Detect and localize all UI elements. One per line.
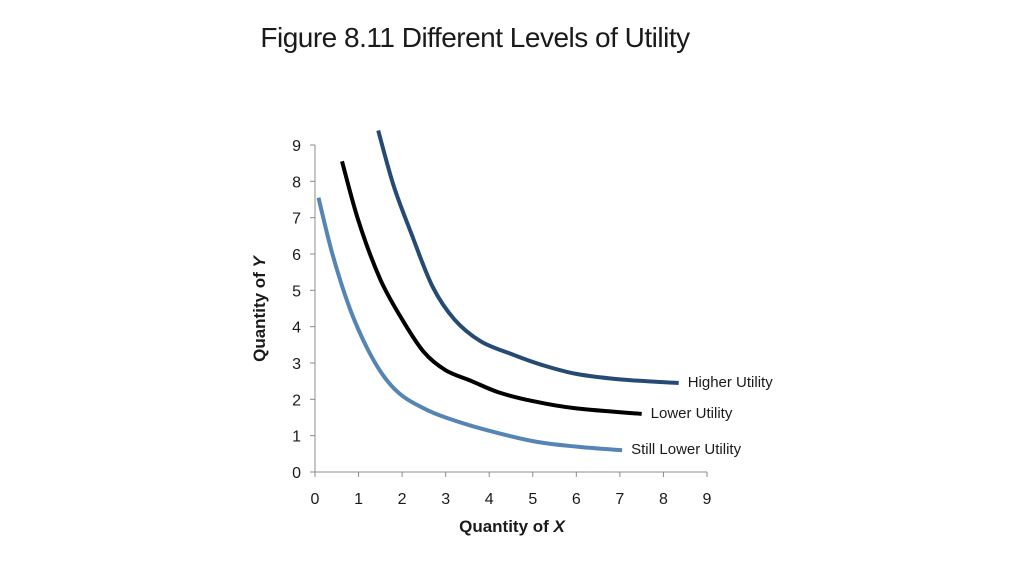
x-tick-label: 4 [485, 491, 494, 508]
y-tick-label: 4 [292, 320, 301, 337]
y-tick-label: 8 [292, 174, 301, 191]
y-tick-label: 0 [292, 465, 301, 482]
y-tick-label: 3 [292, 356, 301, 373]
x-tick-label: 7 [615, 491, 624, 508]
x-tick-label: 8 [659, 491, 668, 508]
y-tick-label: 5 [292, 283, 301, 300]
y-tick-label: 6 [292, 247, 301, 264]
y-tick-label: 9 [292, 138, 301, 155]
y-tick-label: 1 [292, 429, 301, 446]
y-tick-labels: 0 1 2 3 4 5 6 7 8 9 [292, 138, 315, 482]
series-labels: Higher Utility Lower Utility Still Lower U… [631, 374, 773, 458]
y-axis-label: Quantity of Y [250, 254, 269, 361]
y-tick-label: 7 [292, 211, 301, 228]
x-tick-labels: 0 1 2 3 4 5 6 7 8 9 [311, 472, 712, 508]
x-axis-label: Quantity of X [459, 517, 566, 536]
label-higher-utility: Higher Utility [688, 374, 774, 391]
x-tick-label: 0 [311, 491, 320, 508]
x-tick-label: 6 [572, 491, 581, 508]
curve-lower-utility [340, 160, 642, 416]
x-tick-label: 9 [703, 491, 712, 508]
x-tick-label: 2 [398, 491, 407, 508]
label-lower-utility: Lower Utility [651, 405, 733, 422]
curve-higher-utility [376, 129, 679, 385]
axes [314, 145, 707, 473]
y-tick-label: 2 [292, 392, 301, 409]
x-tick-label: 1 [354, 491, 363, 508]
x-tick-label: 5 [528, 491, 537, 508]
series-lines [316, 129, 679, 453]
x-tick-label: 3 [441, 491, 450, 508]
curve-still-lower-utility [316, 197, 623, 453]
label-still-lower-utility: Still Lower Utility [631, 441, 742, 458]
slide-title: Figure 8.11 Different Levels of Utility [260, 22, 690, 53]
